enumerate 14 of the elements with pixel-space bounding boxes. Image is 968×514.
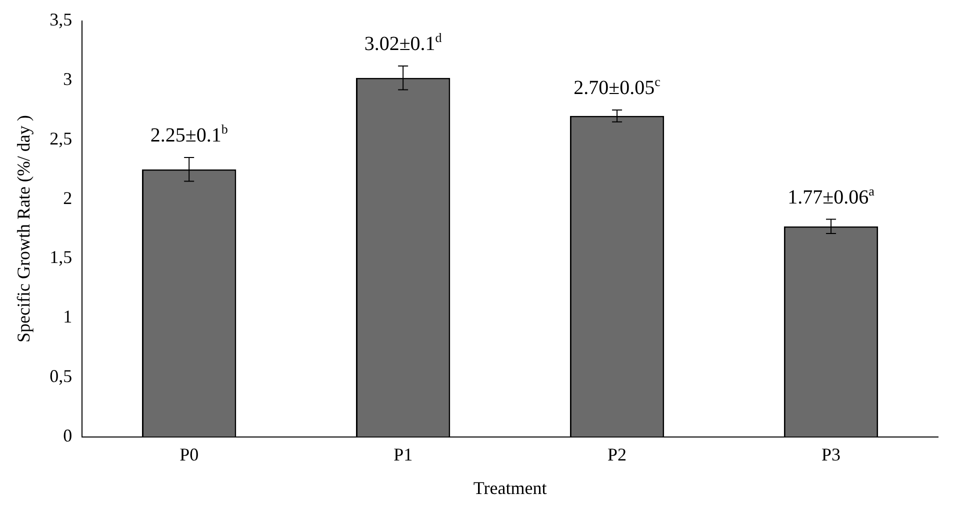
y-tick-label: 3,5 — [50, 10, 72, 30]
y-axis-title: Specific Growth Rate (%/ day ) — [14, 115, 34, 343]
x-tick-label: P1 — [394, 444, 413, 464]
x-tick-label: P2 — [608, 444, 627, 464]
x-axis-title: Treatment — [473, 478, 547, 498]
y-tick-label: 2,5 — [50, 128, 72, 148]
y-tick-label: 1 — [63, 306, 72, 327]
y-tick-label: 1,5 — [50, 247, 72, 268]
y-tick-label: 2 — [63, 188, 72, 208]
x-tick-label: P3 — [822, 444, 841, 464]
y-tick-label: 0 — [63, 426, 72, 446]
y-tick-label: 0,5 — [50, 366, 72, 386]
y-tick-label: 3 — [63, 68, 72, 89]
x-tick-label: P0 — [180, 444, 199, 464]
